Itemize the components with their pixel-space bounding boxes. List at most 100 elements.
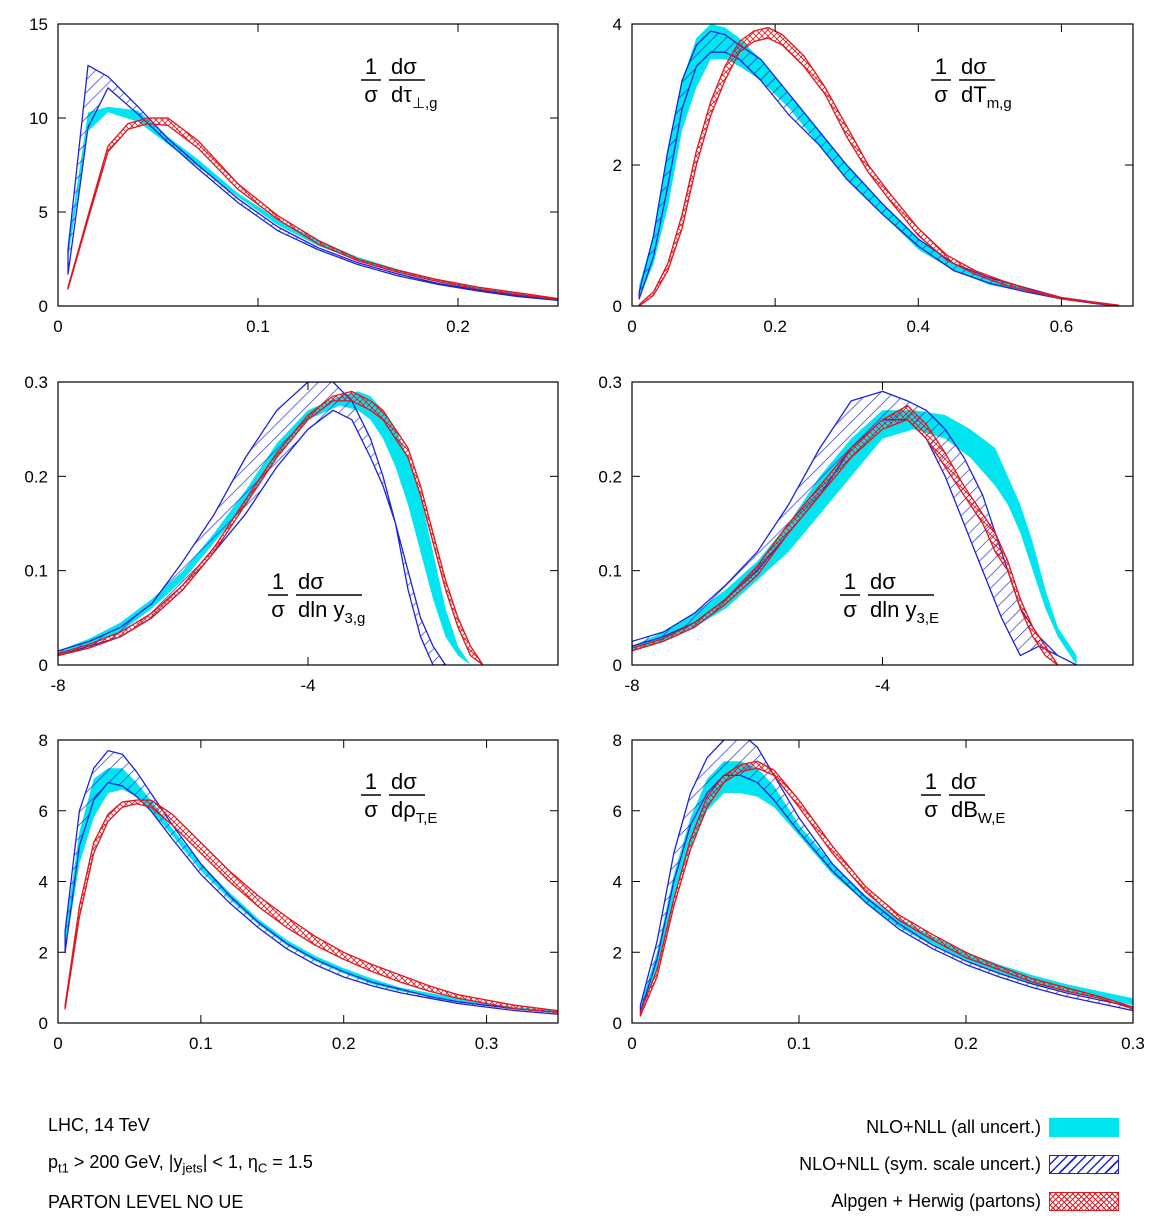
- label-one: 1: [365, 769, 377, 794]
- label-dvar-sub: ⊥,g: [412, 95, 438, 112]
- legend-alpgen-label: Alpgen + Herwig (partons): [831, 1191, 1041, 1211]
- label-dvar-sub: T,E: [416, 810, 438, 827]
- x-tick-label: 0: [53, 317, 62, 336]
- y-tick-label: 0.1: [24, 562, 48, 581]
- band-alpgen: [639, 760, 1133, 1017]
- panel-1: 0 0.1 0.2 0 5 10 15 1 σdσ dτ⊥,g: [29, 15, 559, 336]
- label-dvar-sub: 3,E: [916, 610, 939, 627]
- x-tick-label: 0.2: [954, 1034, 978, 1053]
- label-one: 1: [365, 54, 377, 79]
- band-all-uncert: [639, 24, 1119, 306]
- y-tick-label: 0.2: [24, 467, 48, 486]
- x-tick-label: -8: [624, 676, 639, 695]
- band-alpgen: [632, 404, 1059, 665]
- plot-area: [67, 64, 558, 302]
- y-tick-label: 0.1: [598, 562, 622, 581]
- band-alpgen: [638, 26, 1120, 306]
- cuts-part3: = 1.5: [267, 1152, 313, 1172]
- plot-area: [638, 24, 1120, 306]
- label-sigma: σ: [843, 597, 857, 622]
- y-tick-label: 6: [613, 802, 622, 821]
- plot-area: [639, 740, 1133, 1017]
- label-sigma: σ: [934, 82, 948, 107]
- plot-frame: [57, 23, 559, 307]
- label-dvar-sub: 3,g: [344, 610, 365, 627]
- panel-6: 0 0.1 0.2 0.3 0 2 4 6 8 1 σdσ dBW,E: [613, 731, 1145, 1053]
- x-tick-label: -4: [875, 676, 890, 695]
- panel-2: 0 0.2 0.4 0.6 0 2 4 1 σdσ dTm,g: [613, 15, 1134, 336]
- y-tick-label: 0: [613, 1014, 622, 1033]
- y-tick-label: 4: [39, 873, 48, 892]
- label-one: 1: [935, 54, 947, 79]
- observable-label: 1 σdσ dln y3,E: [840, 569, 939, 627]
- band-all-uncert: [68, 106, 558, 300]
- cuts-jets-sub: jets: [182, 1160, 203, 1176]
- panel-4: -8 -4 0 0.1 0.2 0.3 1 σdσ dln y3,E: [598, 373, 1134, 695]
- cuts-part1: > 200 GeV, |y: [68, 1152, 183, 1172]
- y-tick-label: 4: [613, 15, 622, 34]
- label-sigma: σ: [271, 597, 285, 622]
- x-tick-label: -4: [300, 676, 315, 695]
- legend-all-uncert-swatch: [1049, 1118, 1119, 1137]
- x-tick-label: 0.3: [475, 1034, 499, 1053]
- label-dvar: dln y3,E: [870, 597, 939, 627]
- label-one: 1: [925, 769, 937, 794]
- band-sym-scale: [67, 64, 558, 302]
- y-tick-label: 0: [39, 1014, 48, 1033]
- x-tick-label: 0: [627, 317, 636, 336]
- label-dvar: dTm,g: [961, 82, 1012, 112]
- y-tick-label: 0: [39, 297, 48, 316]
- y-tick-label: 0.3: [598, 373, 622, 392]
- observable-label: 1 σdσ dρT,E: [361, 769, 437, 827]
- legend-sym-scale-label: NLO+NLL (sym. scale uncert.): [799, 1154, 1041, 1174]
- legend-alpgen-swatch: [1049, 1192, 1119, 1211]
- x-tick-label: 0.6: [1050, 317, 1074, 336]
- label-dsigma: dσ: [951, 769, 977, 794]
- label-dsigma: dσ: [391, 769, 417, 794]
- legend-sym-scale: NLO+NLL (sym. scale uncert.): [799, 1154, 1119, 1175]
- y-tick-label: 0: [613, 297, 622, 316]
- label-dvar: dτ⊥,g: [391, 82, 438, 112]
- y-tick-label: 15: [29, 15, 48, 34]
- x-tick-label: 0.2: [763, 317, 787, 336]
- band-sym-scale: [64, 749, 558, 1015]
- label-dvar: dln y3,g: [298, 597, 365, 627]
- label-sigma: σ: [364, 797, 378, 822]
- y-tick-label: 6: [39, 802, 48, 821]
- x-tick-label: 0.1: [246, 317, 270, 336]
- level-label: PARTON LEVEL NO UE: [48, 1192, 244, 1212]
- x-tick-label: -8: [50, 676, 65, 695]
- panel-3: -8 -4 0 0.1 0.2 0.3 1 σdσ dln y3,g: [24, 373, 559, 695]
- cuts-pt: p: [48, 1152, 59, 1172]
- label-dvar: dBW,E: [951, 797, 1005, 827]
- x-tick-label: 0.1: [189, 1034, 213, 1053]
- label-sigma: σ: [364, 82, 378, 107]
- y-tick-label: 8: [39, 731, 48, 750]
- y-tick-label: 4: [613, 873, 622, 892]
- legend-all-uncert: NLO+NLL (all uncert.): [866, 1117, 1119, 1138]
- y-tick-label: 2: [613, 943, 622, 962]
- legend-sym-scale-swatch: [1049, 1155, 1119, 1174]
- x-tick-label: 0.2: [332, 1034, 356, 1053]
- label-one: 1: [272, 569, 284, 594]
- band-alpgen: [64, 799, 558, 1014]
- observable-label: 1 σdσ dln y3,g: [268, 569, 365, 627]
- label-dsigma: dσ: [961, 54, 987, 79]
- plot-area: [58, 382, 484, 665]
- legend-alpgen: Alpgen + Herwig (partons): [831, 1191, 1119, 1212]
- y-tick-label: 2: [39, 943, 48, 962]
- y-tick-label: 5: [39, 203, 48, 222]
- band-sym-scale: [638, 30, 1120, 306]
- x-tick-label: 0: [627, 1034, 636, 1053]
- plot-area: [632, 390, 1078, 665]
- x-tick-label: 0.1: [787, 1034, 811, 1053]
- band-all-uncert: [640, 761, 1133, 1013]
- band-sym-scale: [639, 740, 1133, 1014]
- cuts-part2: | < 1, η: [202, 1152, 258, 1172]
- y-tick-label: 8: [613, 731, 622, 750]
- x-tick-label: 0.3: [1121, 1034, 1145, 1053]
- y-tick-label: 0: [39, 656, 48, 675]
- cuts-label: pt1 > 200 GeV, |yjets| < 1, ηC = 1.5: [48, 1152, 313, 1176]
- y-tick-label: 0.2: [598, 467, 622, 486]
